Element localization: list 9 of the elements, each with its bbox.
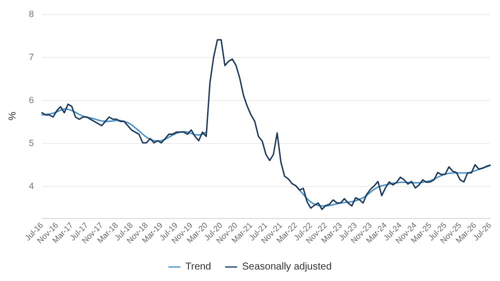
- legend-label: Trend: [185, 262, 212, 272]
- y-tick-label: 7: [28, 52, 34, 62]
- y-tick-label: 4: [28, 180, 34, 191]
- y-axis-title: %: [8, 111, 18, 120]
- y-tick-label: 6: [28, 94, 34, 105]
- line-series: [41, 39, 491, 210]
- y-tick-label: 8: [28, 9, 34, 19]
- legend-label: Seasonally adjusted: [242, 262, 332, 272]
- y-tick-label: 5: [28, 138, 34, 148]
